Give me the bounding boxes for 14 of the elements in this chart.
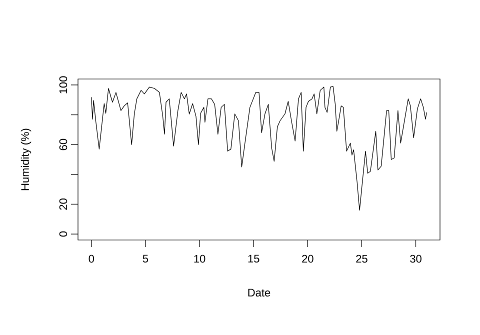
x-tick-label: 25 bbox=[356, 254, 368, 263]
y-tick-label: 100 bbox=[59, 76, 68, 94]
x-tick-label: 0 bbox=[88, 254, 94, 263]
y-tick-label: 20 bbox=[59, 198, 68, 210]
y-tick-label: 0 bbox=[59, 231, 68, 237]
x-tick-label: 15 bbox=[248, 254, 260, 263]
x-tick-label: 5 bbox=[142, 254, 148, 263]
x-tick-label: 20 bbox=[302, 254, 314, 263]
line-series bbox=[91, 86, 427, 210]
y-axis-title: Humidity (%) bbox=[20, 128, 32, 190]
x-tick-label: 30 bbox=[410, 254, 422, 263]
y-tick-label: 60 bbox=[59, 138, 68, 150]
x-tick-label: 10 bbox=[194, 254, 206, 263]
x-axis-title: Date bbox=[248, 288, 270, 297]
